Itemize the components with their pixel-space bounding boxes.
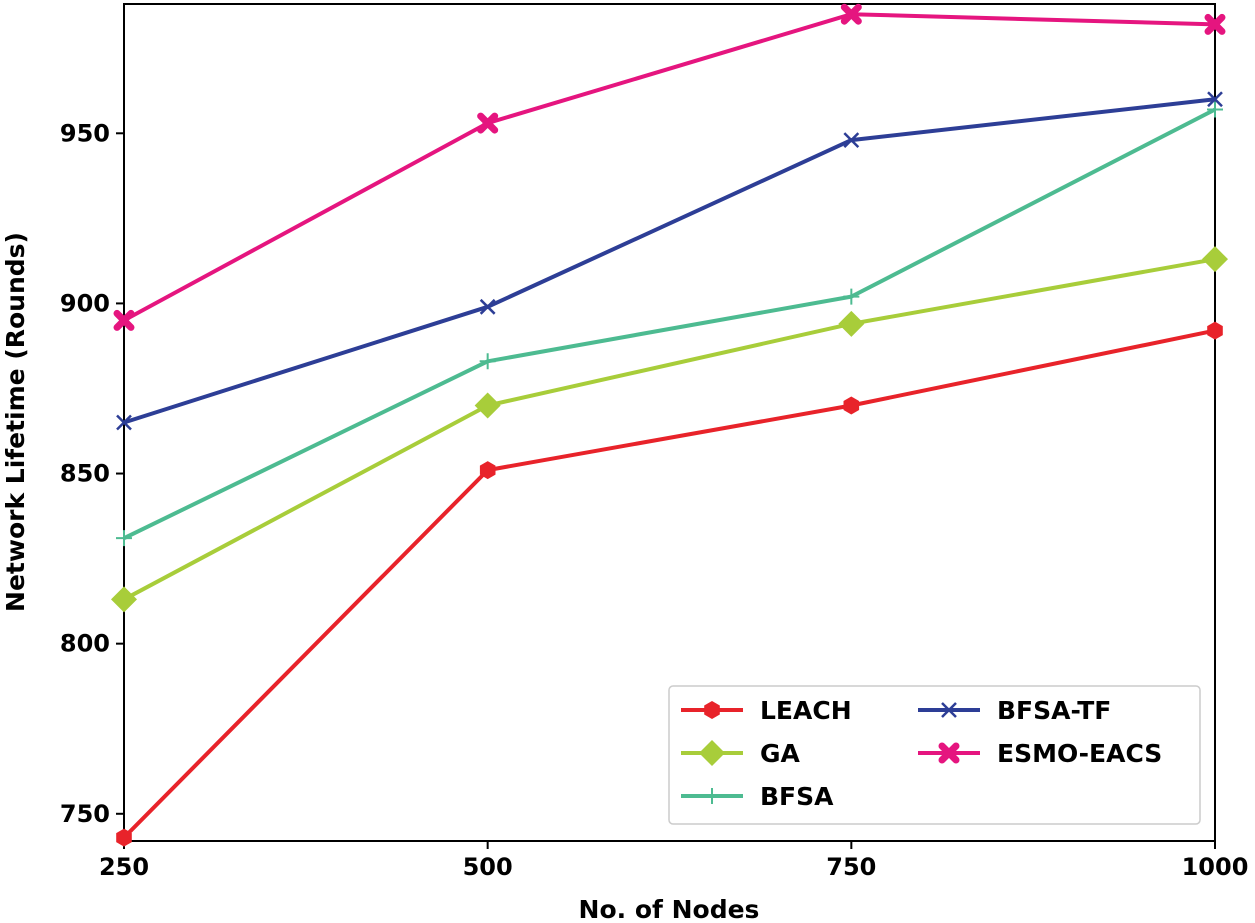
legend-marker <box>938 742 960 764</box>
x-tick-label: 1000 <box>1182 853 1249 881</box>
series-line-bfsa-tf <box>123 97 1216 425</box>
series-esmo-eacs <box>113 3 1226 331</box>
series-ga <box>111 246 1228 613</box>
legend-marker <box>704 701 720 719</box>
data-point <box>113 309 135 331</box>
data-point <box>1207 101 1223 118</box>
y-axis-title: Network Lifetime (Rounds) <box>1 232 30 612</box>
data-point <box>116 828 132 847</box>
data-point <box>1207 91 1223 108</box>
legend-entry-ga: GA <box>681 739 801 768</box>
y-tick-label: 750 <box>60 800 110 828</box>
legend-entry-bfsa: BFSA <box>681 782 834 811</box>
x-tick-label: 750 <box>826 853 876 881</box>
data-point <box>479 298 496 315</box>
legend-label: ESMO-EACS <box>997 739 1162 768</box>
y-tick-label: 800 <box>60 630 110 658</box>
y-tick-label: 850 <box>60 460 110 488</box>
legend-label: BFSA <box>760 782 834 811</box>
data-point <box>843 396 860 415</box>
data-point <box>474 392 501 419</box>
series-group <box>111 3 1228 847</box>
data-point <box>840 3 862 25</box>
legend-marker <box>699 740 725 766</box>
legend-label: GA <box>760 739 801 768</box>
legend-label: LEACH <box>760 696 852 725</box>
data-point <box>843 288 860 305</box>
data-point <box>1207 321 1223 340</box>
series-bfsa-tf <box>116 91 1223 431</box>
data-point <box>1202 246 1228 273</box>
data-point <box>116 414 132 431</box>
data-point <box>1204 13 1226 35</box>
x-tick-label: 500 <box>463 853 513 881</box>
data-point <box>479 461 496 480</box>
axis-ticks: 250 500 750 1000 750 800 850 900 950 <box>60 119 1249 881</box>
legend-entry-esmo-eacs: ESMO-EACS <box>918 739 1162 768</box>
legend-entry-leach: LEACH <box>681 696 852 725</box>
x-axis-title: No. of Nodes <box>579 895 760 923</box>
series-line-leach <box>122 328 1216 840</box>
series-line-bfsa <box>123 107 1216 540</box>
series-bfsa <box>116 101 1223 547</box>
legend-marker <box>704 788 720 804</box>
y-tick-label: 950 <box>60 119 110 147</box>
legend: LEACH GA BFSA BFSA-TF ESMO-EACS <box>668 685 1201 825</box>
x-tick-label: 250 <box>99 853 149 881</box>
legend-entry-bfsa-tf: BFSA-TF <box>918 696 1111 725</box>
data-point <box>111 586 137 613</box>
data-point <box>479 353 496 370</box>
series-line-ga <box>123 257 1216 602</box>
legend-label: BFSA-TF <box>997 696 1111 725</box>
y-tick-label: 900 <box>60 289 110 317</box>
data-point <box>477 112 499 134</box>
data-point <box>116 530 132 547</box>
data-point <box>838 310 865 337</box>
data-point <box>843 132 860 148</box>
legend-marker <box>941 702 957 718</box>
series-leach <box>116 321 1223 847</box>
series-line-esmo-eacs <box>123 12 1216 323</box>
